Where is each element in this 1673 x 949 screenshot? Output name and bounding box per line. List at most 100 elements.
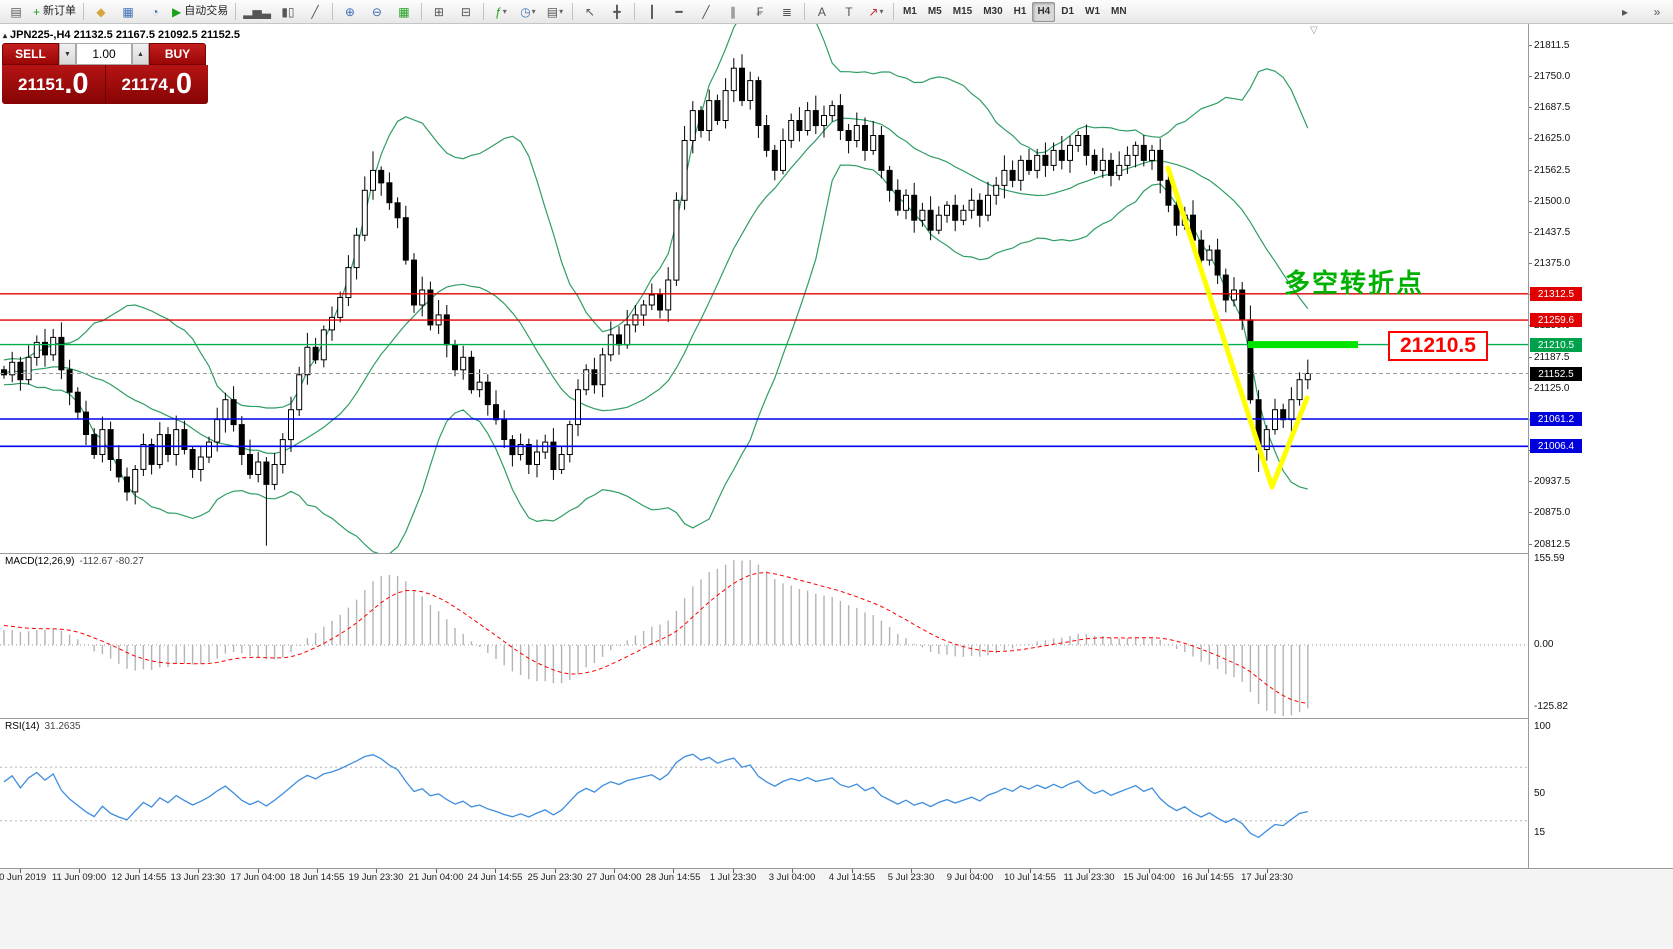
tab-timeframe-w1[interactable]: W1	[1085, 6, 1101, 17]
chart-shift-marker[interactable]: ▽	[1310, 25, 1318, 36]
symbol-marker-icon: ▴	[3, 30, 8, 40]
rsi-title: RSI(14)	[5, 721, 40, 732]
time-axis[interactable]: 10 Jun 2019 11 Jun 09:00 12 Jun 14:55 13…	[0, 868, 1673, 949]
chevron-down-icon: ▾	[531, 6, 536, 16]
volume-input[interactable]	[76, 43, 132, 65]
templates-dropdown[interactable]: ▤ ▾	[542, 2, 568, 22]
vertical-line-tool-icon[interactable]: ┃	[648, 4, 656, 19]
horizontal-line-tool-icon[interactable]: ━	[675, 4, 683, 19]
cursor-tool-icon[interactable]: ↖	[584, 4, 595, 19]
time-axis-tick	[614, 869, 615, 873]
separator	[803, 3, 805, 20]
auto-trading-button[interactable]: ▶ 自动交易	[169, 2, 231, 22]
price-tick-label: 21562.5	[1534, 165, 1571, 176]
separator	[331, 3, 333, 20]
highlight-segment[interactable]	[1248, 341, 1358, 349]
chart-annotation-text[interactable]: 多空转折点	[1284, 268, 1425, 298]
time-axis-tick	[555, 869, 556, 873]
rsi-canvas[interactable]	[0, 719, 1528, 868]
tab-timeframe-m30[interactable]: M30	[983, 6, 1003, 17]
chevron-down-icon: ▾	[879, 6, 884, 16]
arrow-icon: ↗	[868, 4, 879, 19]
arrows-tool-dropdown[interactable]: ↗ ▾	[863, 2, 889, 22]
time-tick-label: 27 Jun 04:00	[586, 872, 642, 883]
rsi-level-lines	[0, 766, 1528, 822]
label-tool-icon[interactable]: T	[845, 4, 853, 19]
indicators-dropdown[interactable]: ƒ ▾	[488, 2, 514, 22]
channel-tool-icon[interactable]: ∥	[729, 4, 736, 19]
indicator-scale-label: 50	[1534, 788, 1546, 799]
candlestick-chart-icon[interactable]: ▮▯	[281, 4, 295, 19]
time-tick-label: 13 Jun 23:30	[170, 872, 226, 883]
crosshair-tool-icon[interactable]: ╋	[613, 4, 621, 19]
price-tick-label: 21125.0	[1534, 383, 1570, 394]
new-order-button[interactable]: + 新订单	[30, 2, 79, 22]
tab-timeframe-m15[interactable]: M15	[952, 6, 973, 17]
time-tick-label: 15 Jul 04:00	[1123, 872, 1175, 883]
tab-timeframe-h4[interactable]: H4	[1032, 1, 1056, 22]
strategy-tester-icon[interactable]: ◔	[151, 4, 159, 19]
price-callout-label[interactable]: 21210.5	[1388, 331, 1488, 361]
periods-dropdown[interactable]: ◷ ▾	[515, 2, 541, 22]
zoom-in-icon[interactable]: ⊕	[344, 4, 355, 19]
price-level-badge: 21152.5	[1530, 367, 1582, 381]
scroll-right-icon[interactable]: ▸	[1621, 4, 1629, 19]
fibonacci-tool-icon[interactable]: ₣	[756, 4, 764, 19]
line-chart-icon[interactable]: ╱	[311, 4, 319, 19]
buy-button[interactable]: BUY	[149, 43, 206, 65]
price-chart-canvas[interactable]	[0, 24, 1528, 553]
tab-timeframe-m5[interactable]: M5	[927, 6, 942, 17]
toolbar-overflow-icon[interactable]: »	[1653, 4, 1661, 19]
sell-price-button[interactable]: 21151 .0	[2, 65, 106, 104]
macd-panel: MACD(12,26,9) -112.67 -80.27	[0, 553, 1528, 718]
price-axis[interactable]: 21811.5 21750.0 21687.5 21625.0 21562.5 …	[1528, 24, 1673, 868]
time-axis-tick	[198, 869, 199, 873]
volume-increase-button[interactable]: ▲	[132, 43, 149, 65]
separator	[571, 3, 573, 20]
template-icon: ▤	[546, 4, 559, 19]
price-level-badge: 21210.5	[1530, 338, 1582, 352]
price-level-badge: 21006.4	[1530, 439, 1582, 453]
indicator-scale-label: 0.00	[1534, 639, 1554, 650]
separator	[633, 3, 635, 20]
time-tick-label: 24 Jun 14:55	[467, 872, 523, 883]
trendline-tool-icon[interactable]: ╱	[702, 4, 710, 19]
price-tick-label: 20937.5	[1534, 476, 1571, 487]
market-watch-icon[interactable]: ▦	[122, 4, 134, 19]
cascade-windows-icon[interactable]: ⊟	[460, 4, 471, 19]
time-tick-label: 3 Jul 04:00	[768, 872, 816, 883]
tile-windows-icon[interactable]: ⊞	[433, 4, 444, 19]
time-tick-label: 19 Jun 23:30	[348, 872, 404, 883]
time-axis-tick	[436, 869, 437, 873]
symbol-ohlc-text: JPN225-,H4 21132.5 21167.5 21092.5 21152…	[10, 29, 241, 41]
time-axis-tick	[1267, 869, 1268, 873]
text-tool-icon[interactable]: A	[817, 4, 826, 19]
price-tick-label: 21750.0	[1534, 71, 1571, 82]
metaeditor-icon[interactable]: ◆	[96, 4, 106, 19]
symbol-ohlc-line: ▴ JPN225-,H4 21132.5 21167.5 21092.5 211…	[3, 29, 240, 41]
tab-timeframe-h1[interactable]: H1	[1013, 6, 1027, 17]
sell-button[interactable]: SELL	[2, 43, 59, 65]
candles	[1, 54, 1311, 546]
price-tick-label: 21687.5	[1534, 102, 1571, 113]
volume-decrease-button[interactable]: ▼	[59, 43, 76, 65]
tab-timeframe-m1[interactable]: M1	[902, 6, 917, 17]
tab-timeframe-d1[interactable]: D1	[1061, 6, 1075, 17]
macd-values: -112.67 -80.27	[79, 556, 144, 567]
buy-price-button[interactable]: 21174 .0	[105, 65, 208, 104]
trend-drawing[interactable]	[1165, 165, 1310, 490]
time-tick-label: 9 Jul 04:00	[946, 872, 994, 883]
zoom-out-icon[interactable]: ⊖	[371, 4, 382, 19]
new-chart-icon[interactable]: ▤	[10, 4, 22, 19]
time-tick-label: 18 Jun 14:55	[289, 872, 345, 883]
grid-lines-tool-icon[interactable]: ≣	[781, 4, 792, 19]
indicators-icon: ƒ	[495, 4, 502, 19]
macd-canvas[interactable]	[0, 554, 1528, 718]
table-icon[interactable]: ▦	[398, 4, 410, 19]
bollinger-bands	[3, 24, 1309, 553]
indicator-scale-label: 100	[1534, 721, 1551, 732]
indicator-scale-label: 15	[1534, 827, 1546, 838]
time-tick-label: 25 Jun 23:30	[527, 872, 583, 883]
bar-chart-icon[interactable]: ▂▅▃	[243, 4, 271, 19]
tab-timeframe-mn[interactable]: MN	[1111, 6, 1127, 17]
